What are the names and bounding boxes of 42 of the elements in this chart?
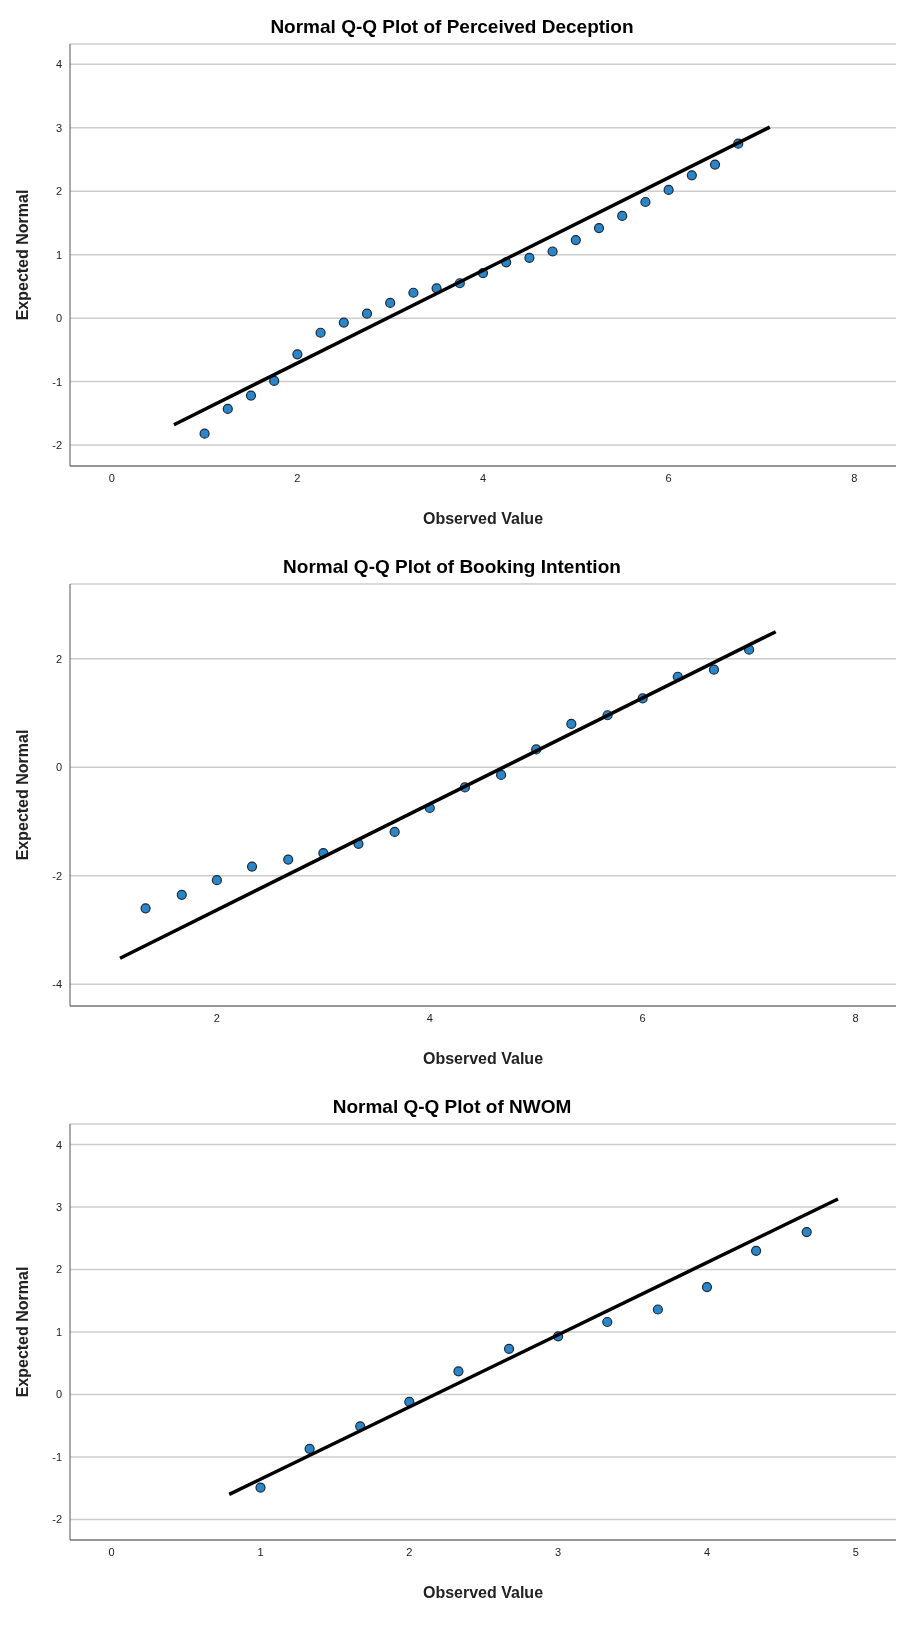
y-axis-title: Expected Normal <box>13 729 31 861</box>
y-tick-label: 1 <box>55 248 62 261</box>
y-axis-title: Expected Normal <box>13 189 31 321</box>
y-tick-label: 0 <box>55 761 62 774</box>
x-tick-label: 1 <box>257 1545 264 1558</box>
chart-title: Normal Q-Q Plot of Booking Intention <box>282 556 622 578</box>
x-tick-label: 0 <box>108 1545 115 1558</box>
y-tick-label: 4 <box>55 1138 62 1151</box>
y-tick-label: 3 <box>55 121 62 134</box>
x-tick-label: 4 <box>703 1545 711 1558</box>
x-tick-label: 8 <box>852 1011 859 1024</box>
y-tick-label: -1 <box>52 1450 62 1463</box>
x-axis-title: Observed Value <box>422 510 544 527</box>
y-tick-label: 3 <box>55 1200 62 1213</box>
x-tick-label: 8 <box>851 471 858 484</box>
x-tick-label: 3 <box>555 1545 562 1558</box>
x-tick-label: 2 <box>294 471 301 484</box>
x-tick-label: 6 <box>639 1011 646 1024</box>
x-axis-title: Observed Value <box>422 1050 544 1067</box>
y-tick-label: -1 <box>52 375 62 388</box>
y-tick-label: -4 <box>52 978 62 991</box>
x-tick-label: 2 <box>406 1545 413 1558</box>
y-tick-label: 0 <box>55 1388 62 1401</box>
y-tick-label: 2 <box>55 1263 62 1276</box>
y-tick-label: 4 <box>55 58 62 71</box>
chart-title: Normal Q-Q Plot of NWOM <box>331 1096 573 1118</box>
y-tick-label: 2 <box>55 652 62 665</box>
y-tick-label: -2 <box>52 1513 62 1526</box>
x-tick-label: 4 <box>479 471 487 484</box>
x-tick-label: 2 <box>213 1011 220 1024</box>
y-tick-label: 0 <box>55 312 62 325</box>
y-tick-label: -2 <box>52 438 62 451</box>
x-tick-label: 5 <box>852 1545 859 1558</box>
y-tick-label: -2 <box>52 869 62 882</box>
x-tick-label: 6 <box>665 471 672 484</box>
y-tick-label: 1 <box>55 1325 62 1338</box>
y-axis-title: Expected Normal <box>13 1266 31 1398</box>
y-tick-label: 2 <box>55 185 62 198</box>
x-tick-label: 0 <box>108 471 115 484</box>
chart-title: Normal Q-Q Plot of Perceived Deception <box>269 16 635 38</box>
x-tick-label: 4 <box>426 1011 433 1024</box>
x-axis-title: Observed Value <box>422 1584 544 1601</box>
